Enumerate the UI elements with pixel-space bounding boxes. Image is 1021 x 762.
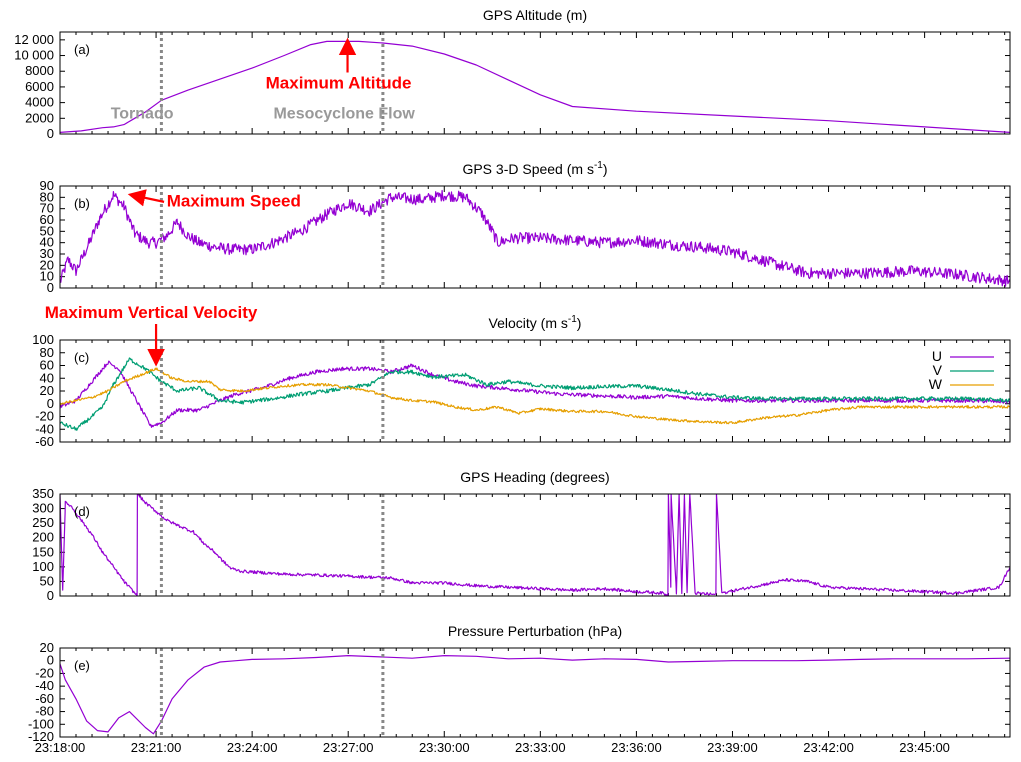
y-tick-label-e: -80: [35, 704, 54, 719]
y-tick-label-d: 200: [32, 530, 54, 545]
y-tick-label-e: 20: [40, 640, 54, 655]
y-tick-label-e: -60: [35, 691, 54, 706]
y-tick-label-b: 0: [47, 280, 54, 295]
y-tick-label-a: 10 000: [14, 48, 54, 63]
panel-frame-e: [59, 647, 1011, 738]
series-line-c-u: [60, 360, 1010, 428]
panel-title-suffix-c: ): [577, 315, 582, 331]
y-tick-label-d: 250: [32, 515, 54, 530]
y-tick-label-a: 8000: [25, 63, 54, 78]
series-line-e: [60, 655, 1010, 735]
panel-label-d: (d): [74, 504, 90, 519]
x-tick-label: 23:39:00: [707, 740, 758, 755]
y-tick-label-c: 60: [40, 358, 54, 373]
y-tick-label-c: 100: [32, 332, 54, 347]
y-tick-label-b: 30: [40, 246, 54, 261]
y-tick-label-b: 70: [40, 201, 54, 216]
y-tick-label-c: 80: [40, 345, 54, 360]
panel-title-main-c: Velocity (m s: [489, 315, 568, 331]
panel-frame-b: [59, 185, 1011, 289]
panel-title-main-a: GPS Altitude (m): [483, 7, 587, 23]
panel-title-e: Pressure Perturbation (hPa): [448, 623, 622, 639]
panel-frame-a: [59, 31, 1011, 135]
series-line-d: [60, 494, 1010, 596]
panel-frame-d: [59, 493, 1011, 597]
x-tick-label: 23:27:00: [323, 740, 374, 755]
y-tick-label-b: 60: [40, 212, 54, 227]
panel-e: Pressure Perturbation (hPa) -120-100-80-6…: [28, 623, 1011, 755]
y-tick-label-c: -60: [35, 434, 54, 449]
y-tick-label-b: 10: [40, 269, 54, 284]
x-tick-label: 23:21:00: [131, 740, 182, 755]
y-tick-label-b: 50: [40, 223, 54, 238]
panel-title-a: GPS Altitude (m): [483, 7, 587, 23]
y-tick-label-d: 50: [40, 573, 54, 588]
x-tick-label: 23:45:00: [899, 740, 950, 755]
panel-label-a: (a): [74, 42, 90, 57]
panel-title-superscript-b: -1: [594, 160, 603, 171]
panel-title-d: GPS Heading (degrees): [460, 469, 609, 485]
legend-label-v: V: [933, 362, 943, 378]
panel-label-b: (b): [74, 196, 90, 211]
y-tick-label-a: 4000: [25, 95, 54, 110]
y-tick-label-e: -100: [28, 716, 54, 731]
y-tick-label-e: 0: [47, 653, 54, 668]
annotation-c-0: Maximum Vertical Velocity: [45, 303, 258, 322]
y-tick-label-e: -120: [28, 729, 54, 744]
panel-title-suffix-b: ): [603, 161, 608, 177]
y-tick-label-b: 90: [40, 178, 54, 193]
y-tick-label-e: -40: [35, 678, 54, 693]
y-tick-label-b: 80: [40, 189, 54, 204]
panel-title-c: Velocity (m s-1): [489, 314, 582, 331]
y-tick-label-d: 0: [47, 588, 54, 603]
series-line-b: [60, 189, 1010, 287]
legend-label-w: W: [929, 376, 943, 392]
panel-label-c: (c): [74, 350, 89, 365]
y-tick-label-d: 350: [32, 486, 54, 501]
y-tick-label-e: -20: [35, 665, 54, 680]
panel-title-superscript-c: -1: [568, 314, 577, 325]
y-tick-label-a: 2000: [25, 110, 54, 125]
y-tick-label-b: 20: [40, 257, 54, 272]
annotation-a-1: Tornado: [111, 105, 174, 122]
series-line-c-v: [60, 357, 1010, 431]
y-tick-label-c: 0: [47, 396, 54, 411]
panel-b: GPS 3-D Speed (m s-1) 0102030405060708090…: [40, 160, 1011, 295]
x-tick-label: 23:18:00: [35, 740, 86, 755]
series-line-a: [60, 40, 1010, 133]
annotation-a-0: Maximum Altitude: [266, 73, 412, 92]
x-tick-label: 23:36:00: [611, 740, 662, 755]
y-tick-label-a: 12 000: [14, 32, 54, 47]
panel-frame-c: [59, 339, 1011, 443]
y-tick-label-a: 6000: [25, 79, 54, 94]
y-tick-label-d: 300: [32, 501, 54, 516]
panel-d: GPS Heading (degrees) 0501001502002503003…: [32, 469, 1011, 603]
panel-title-b: GPS 3-D Speed (m s-1): [462, 160, 607, 177]
y-tick-label-c: -20: [35, 409, 54, 424]
panel-title-main-d: GPS Heading (degrees): [460, 469, 609, 485]
x-tick-label: 23:24:00: [227, 740, 278, 755]
panel-title-main-b: GPS 3-D Speed (m s: [462, 161, 594, 177]
y-tick-label-c: -40: [35, 421, 54, 436]
annotation-b-0: Maximum Speed: [167, 191, 301, 210]
panel-title-main-e: Pressure Perturbation (hPa): [448, 623, 622, 639]
y-tick-label-d: 150: [32, 544, 54, 559]
legend-label-u: U: [932, 348, 942, 364]
x-tick-label: 23:33:00: [515, 740, 566, 755]
annotation-a-2: Mesocyclone Flow: [273, 105, 415, 122]
series-line-c-w: [60, 367, 1010, 425]
x-tick-label: 23:42:00: [803, 740, 854, 755]
y-tick-label-b: 40: [40, 235, 54, 250]
y-tick-label-c: 20: [40, 383, 54, 398]
x-tick-label: 23:30:00: [419, 740, 470, 755]
y-tick-label-c: 40: [40, 370, 54, 385]
annotation-arrow-b-0: [127, 189, 165, 207]
y-tick-label-d: 100: [32, 559, 54, 574]
panel-label-e: (e): [74, 658, 90, 673]
y-tick-label-a: 0: [47, 126, 54, 141]
